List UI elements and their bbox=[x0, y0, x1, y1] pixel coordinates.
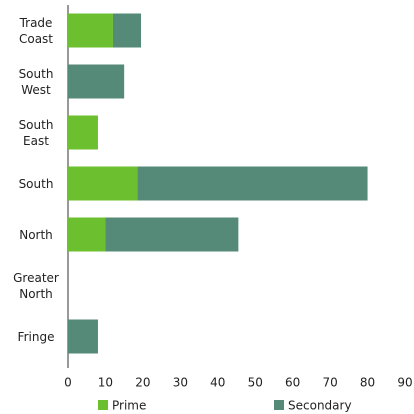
bar-segment bbox=[68, 217, 106, 252]
x-tick-label: 0 bbox=[64, 376, 72, 390]
bar-segment bbox=[68, 166, 138, 201]
bar-segment bbox=[137, 166, 368, 201]
y-tick-label: South bbox=[18, 176, 54, 191]
legend-label: Prime bbox=[112, 399, 146, 413]
x-tick-label: 60 bbox=[285, 376, 300, 390]
x-tick-label: 70 bbox=[322, 376, 337, 390]
y-tick-label: Trade Coast bbox=[18, 15, 54, 46]
y-tick-label: Greater North bbox=[13, 270, 59, 301]
bar-segment bbox=[112, 13, 142, 48]
legend-swatch bbox=[274, 400, 284, 410]
bar-segment bbox=[105, 217, 239, 252]
x-tick-label: 10 bbox=[98, 376, 113, 390]
bar-segment bbox=[68, 115, 98, 150]
x-tick-label: 20 bbox=[135, 376, 150, 390]
x-tick-label: 80 bbox=[360, 376, 375, 390]
legend-label: Secondary bbox=[288, 399, 352, 413]
y-tick-label: South West bbox=[18, 66, 54, 97]
bar-segment bbox=[68, 64, 125, 99]
x-tick-label: 90 bbox=[397, 376, 412, 390]
y-tick-label: Fringe bbox=[17, 329, 55, 344]
y-tick-label: South East bbox=[18, 117, 54, 148]
bar-segment bbox=[68, 13, 113, 48]
y-tick-label: North bbox=[19, 227, 53, 242]
bar-segment bbox=[68, 319, 98, 354]
x-tick-label: 40 bbox=[210, 376, 225, 390]
x-tick-label: 30 bbox=[173, 376, 188, 390]
x-tick-label: 50 bbox=[248, 376, 263, 390]
legend-swatch bbox=[98, 400, 108, 410]
